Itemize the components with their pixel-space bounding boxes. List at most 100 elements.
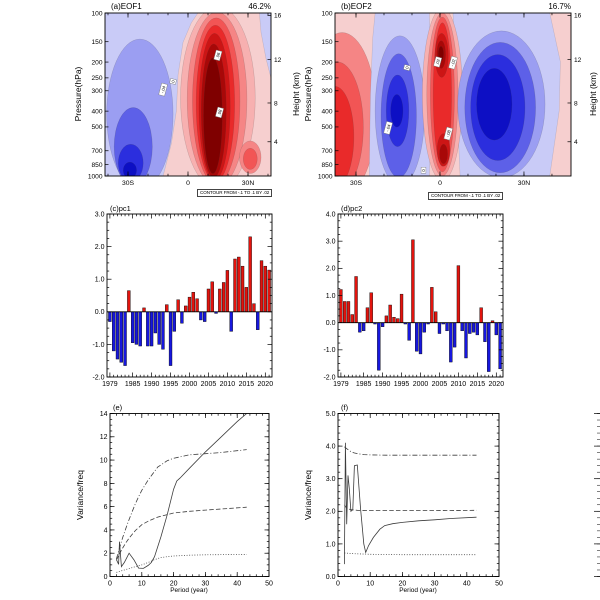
svg-text:2.0: 2.0 — [326, 266, 336, 273]
svg-text:0: 0 — [422, 168, 425, 173]
series-dotted — [344, 552, 477, 556]
svg-text:2020: 2020 — [489, 381, 505, 388]
contour-blob — [123, 161, 137, 176]
svg-text:1990: 1990 — [375, 381, 391, 388]
bar-1982 — [119, 311, 123, 363]
svg-text:20: 20 — [170, 581, 178, 588]
svg-text:2005: 2005 — [201, 381, 217, 388]
bar-1996 — [172, 311, 176, 332]
svg-text:5.0: 5.0 — [326, 411, 336, 418]
svg-text:0: 0 — [170, 79, 176, 83]
svg-text:-2.0: -2.0 — [323, 374, 335, 381]
svg-text:1000: 1000 — [88, 173, 103, 180]
bar-2010 — [225, 270, 230, 313]
bar-1986 — [134, 311, 139, 345]
bar-2005 — [206, 288, 211, 313]
bar-2015 — [244, 287, 249, 313]
svg-text:-.02: -.02 — [450, 58, 457, 67]
contour-value-label: -.04 — [383, 121, 393, 135]
svg-text:8: 8 — [104, 481, 108, 488]
svg-text:100: 100 — [321, 10, 332, 17]
svg-text:500: 500 — [321, 124, 332, 131]
bar-1985 — [130, 311, 135, 343]
svg-text:0.0: 0.0 — [95, 309, 105, 316]
bar-1988 — [142, 307, 146, 313]
bar-2010 — [456, 265, 461, 323]
svg-text:2010: 2010 — [220, 381, 236, 388]
bar-2017 — [252, 303, 256, 312]
panel-a-contour: 0-.04.06.0810015020025030040050070085010… — [88, 10, 282, 187]
bar-1990 — [149, 311, 154, 347]
svg-text:30S: 30S — [350, 180, 363, 187]
svg-text:850: 850 — [321, 162, 332, 169]
bar-2014 — [471, 322, 476, 333]
bar-1994 — [165, 304, 169, 312]
bar-1993 — [392, 317, 396, 323]
svg-text:.06: .06 — [215, 51, 222, 59]
bar-2011 — [460, 322, 464, 332]
svg-text:50: 50 — [265, 581, 273, 588]
svg-text:4: 4 — [574, 139, 578, 146]
svg-text:0.0: 0.0 — [326, 320, 336, 327]
series-dashdot — [116, 449, 247, 560]
svg-text:400: 400 — [91, 108, 102, 115]
svg-text:2.0: 2.0 — [95, 244, 105, 251]
svg-text:4.0: 4.0 — [326, 444, 336, 451]
contour-value-label: .02 — [433, 56, 443, 68]
panel-b-pressure-axis-label: Pressure(hPa) — [303, 66, 313, 122]
svg-text:3.0: 3.0 — [95, 211, 105, 218]
bar-2021 — [267, 269, 271, 312]
bar-1995 — [168, 311, 173, 366]
bar-2004 — [203, 311, 207, 322]
bar-2004 — [434, 311, 438, 323]
svg-text:0: 0 — [404, 65, 410, 69]
svg-text:.02: .02 — [435, 58, 442, 66]
svg-text:0: 0 — [186, 180, 190, 187]
panel-f-yaxis-label: Variance/freq — [303, 470, 313, 520]
contour-value-label: 0 — [420, 167, 427, 174]
svg-text:2000: 2000 — [413, 381, 429, 388]
svg-text:1990: 1990 — [144, 381, 160, 388]
bar-2012 — [233, 258, 237, 313]
svg-text:0: 0 — [336, 581, 340, 588]
panel-b-variance-label: 16.7% — [548, 2, 571, 11]
svg-text:1000: 1000 — [318, 173, 333, 180]
bar-1985 — [361, 322, 366, 332]
svg-text:30: 30 — [202, 581, 210, 588]
svg-text:150: 150 — [321, 39, 332, 46]
svg-text:1979: 1979 — [102, 381, 118, 388]
series-dashed — [116, 506, 247, 561]
svg-text:2005: 2005 — [432, 381, 448, 388]
svg-text:30S: 30S — [122, 180, 135, 187]
svg-text:12: 12 — [274, 57, 282, 64]
bar-1981 — [115, 311, 120, 360]
bar-1999 — [184, 305, 188, 313]
bar-2013 — [468, 322, 472, 334]
bar-2016 — [248, 236, 252, 313]
bar-2000 — [187, 296, 192, 313]
bar-1987 — [369, 292, 373, 323]
contour-value-label: .08 — [215, 106, 224, 119]
svg-text:30N: 30N — [242, 180, 255, 187]
bar-2008 — [449, 322, 453, 363]
svg-text:-.04: -.04 — [160, 85, 167, 94]
svg-text:6: 6 — [104, 504, 108, 511]
series-dashdot — [344, 446, 477, 456]
svg-text:-2.0: -2.0 — [92, 374, 104, 381]
bar-1981 — [346, 301, 351, 323]
series-dotted — [116, 554, 247, 573]
svg-text:1985: 1985 — [356, 381, 372, 388]
svg-text:4.0: 4.0 — [326, 211, 336, 218]
series-solid — [344, 442, 477, 565]
contour-fill-layers — [335, 13, 571, 176]
bar-1990 — [380, 322, 385, 327]
panel-b-contour: 0 .02 -.02 -.04 -.08 0 100 150 200 250 300 400 500 70… — [318, 10, 582, 187]
bar-1982 — [350, 314, 354, 323]
bar-2003 — [199, 311, 203, 321]
bar-2017 — [483, 322, 487, 342]
bar-2014 — [240, 265, 245, 313]
contour-value-label: -.08 — [443, 126, 453, 141]
bar-series — [108, 236, 271, 366]
